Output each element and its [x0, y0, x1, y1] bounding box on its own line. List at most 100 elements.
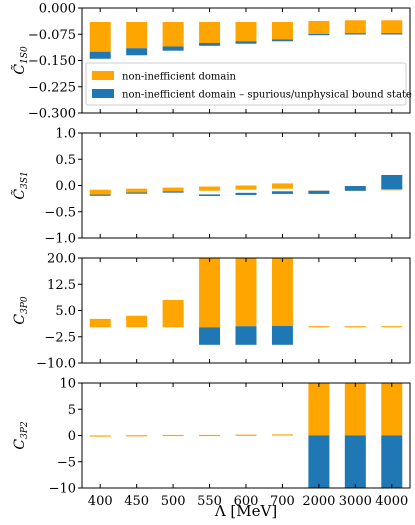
y-tick-label-c3s1-3: −0.5	[44, 205, 76, 220]
y-tick-label-c3s1-2: 0.0	[55, 179, 76, 194]
legend: non-inefficient domain non-inefficient do…	[85, 62, 412, 106]
bar-c3p2-non_inefficient-3000	[344, 383, 366, 436]
bar-c3p2-non_inefficient-600	[235, 434, 257, 436]
legend-swatch-non_inefficient	[92, 71, 114, 80]
y-tick-label-c3p0-3: −2.5	[44, 330, 76, 345]
bar-c1s0-spurious-550	[199, 43, 221, 46]
bar-c3p2-spurious-4000	[381, 435, 403, 488]
y-tick-label-c3p2-3: −5	[57, 455, 76, 470]
legend-box	[85, 62, 407, 106]
y-tick-label-c3p2-4: −10	[49, 482, 76, 497]
bar-c3p2-non_inefficient-400	[89, 435, 111, 437]
bar-c3s1-non_inefficient-700	[271, 183, 293, 189]
y-tick-label-c3p0-1: 12.5	[47, 278, 76, 293]
bar-c3p0-non_inefficient-400	[89, 318, 111, 328]
x-tick-label-4000: 4000	[375, 494, 408, 509]
x-tick-label-600: 600	[234, 494, 259, 509]
x-axis-label: Λ [MeV]	[214, 502, 277, 520]
x-tick-label-450: 450	[124, 494, 149, 509]
x-tick-label-400: 400	[88, 494, 113, 509]
x-tick-label-550: 550	[197, 494, 222, 509]
panel-c3p0: 20.0 12.5 5.0 −2.5 −10.0 C3P0	[12, 252, 411, 372]
bar-c3s1-non_inefficient-600	[235, 185, 257, 190]
legend-swatch-spurious	[92, 89, 114, 98]
y-axis-label-c3p2: C3P2	[12, 421, 30, 450]
bar-c1s0-non_inefficient-4000	[381, 20, 403, 34]
bar-c1s0-spurious-4000	[381, 33, 403, 35]
bar-c3s1-spurious-500	[162, 191, 184, 193]
bar-c3p2-non_inefficient-500	[162, 434, 184, 437]
x-tick-label-3000: 3000	[339, 494, 372, 509]
bar-c3s1-spurious-3000	[344, 186, 366, 191]
legend-label-spurious: non-inefficient domain – spurious/unphys…	[122, 90, 412, 101]
panel-c1s0: 0.000 −0.075 −0.150 −0.225 −0.300 C̃1S0 non-in…	[10, 2, 411, 122]
bar-c3p0-non_inefficient-600	[235, 258, 257, 327]
y-tick-label-c1s0-4: −0.300	[28, 107, 76, 122]
y-tick-label-c1s0-3: −0.225	[28, 80, 76, 95]
y-tick-label-c1s0-0: 0.000	[39, 2, 76, 17]
bar-c3s1-spurious-700	[271, 191, 293, 194]
y-tick-label-c3s1-0: 1.0	[55, 127, 76, 142]
bar-c1s0-spurious-600	[235, 41, 257, 44]
legend-label-non_inefficient: non-inefficient domain	[122, 72, 237, 83]
bar-c1s0-non_inefficient-2000	[308, 20, 330, 35]
bar-c3p0-non_inefficient-450	[126, 315, 148, 328]
panel-c3p2: 10 5 0 −5 −10 400 450 500 550 600 700 2000 3000 4000 C…	[12, 377, 411, 509]
x-tick-label-700: 700	[270, 494, 295, 509]
y-tick-label-c3s1-4: −1.0	[44, 232, 76, 247]
y-tick-label-c3p2-0: 10	[59, 377, 76, 392]
bar-c3p0-non_inefficient-4000	[381, 326, 403, 328]
bar-c1s0-spurious-400	[89, 51, 111, 59]
bar-c1s0-non_inefficient-3000	[344, 20, 366, 34]
bar-c3p2-non_inefficient-700	[271, 434, 293, 436]
y-tick-label-c3p2-2: 0	[68, 429, 76, 444]
bar-c3s1-non_inefficient-400	[89, 189, 111, 195]
bar-c3p2-non_inefficient-2000	[308, 383, 330, 436]
bar-c3p0-non_inefficient-3000	[344, 326, 366, 328]
x-tick-label-500: 500	[161, 494, 186, 509]
bar-c3s1-non_inefficient-550	[199, 186, 221, 191]
y-tick-label-c3p0-0: 20.0	[47, 252, 76, 267]
bar-c3s1-spurious-600	[235, 192, 257, 195]
bar-c3s1-non_inefficient-4000	[381, 189, 403, 191]
panel-c3s1: 1.0 0.5 0.0 −0.5 −1.0 C̃3S1	[10, 127, 411, 247]
bar-c1s0-non_inefficient-550	[199, 22, 221, 43]
y-axis-label-c1s0: C̃1S0	[10, 46, 30, 75]
bar-c1s0-non_inefficient-450	[126, 22, 148, 49]
bar-c3p0-non_inefficient-550	[199, 258, 221, 328]
y-tick-label-c1s0-1: −0.075	[28, 28, 76, 43]
bar-c3p0-spurious-700	[271, 325, 293, 345]
y-tick-label-c3p2-1: 5	[68, 403, 76, 418]
bar-c3p2-non_inefficient-450	[126, 435, 148, 437]
bar-c3s1-spurious-400	[89, 194, 111, 196]
bar-c3s1-spurious-4000	[381, 175, 403, 190]
bar-c3p2-spurious-3000	[344, 435, 366, 488]
bar-c3s1-non_inefficient-450	[126, 188, 148, 193]
x-tick-label-2000: 2000	[302, 494, 335, 509]
y-tick-label-c3p0-4: −10.0	[36, 357, 76, 372]
bar-c3p2-non_inefficient-4000	[381, 383, 403, 436]
bar-c1s0-spurious-450	[126, 48, 148, 56]
bar-c3p0-spurious-550	[199, 327, 221, 345]
bar-c1s0-non_inefficient-600	[235, 22, 257, 42]
bar-c1s0-non_inefficient-500	[162, 22, 184, 47]
bar-c3p2-non_inefficient-550	[199, 434, 221, 437]
y-tick-label-c1s0-2: −0.150	[28, 54, 76, 69]
bar-c1s0-spurious-2000	[308, 34, 330, 36]
y-tick-label-c3s1-1: 0.5	[55, 153, 76, 168]
bar-c3p0-non_inefficient-2000	[308, 326, 330, 328]
bar-c3p2-spurious-2000	[308, 435, 330, 488]
bar-c3s1-spurious-2000	[308, 190, 330, 194]
bar-c3s1-non_inefficient-500	[162, 187, 184, 192]
y-tick-label-c3p0-2: 5.0	[55, 304, 76, 319]
bar-c1s0-spurious-3000	[344, 33, 366, 35]
bar-c3s1-spurious-450	[126, 192, 148, 194]
bar-c3p0-spurious-600	[235, 326, 257, 345]
bar-c3s1-spurious-550	[199, 194, 221, 196]
bar-c3p0-non_inefficient-700	[271, 258, 293, 326]
bar-c1s0-spurious-500	[162, 46, 184, 51]
bar-c1s0-non_inefficient-400	[89, 22, 111, 52]
bar-c1s0-spurious-700	[271, 39, 293, 42]
y-axis-label-c3s1: C̃3S1	[10, 171, 30, 199]
